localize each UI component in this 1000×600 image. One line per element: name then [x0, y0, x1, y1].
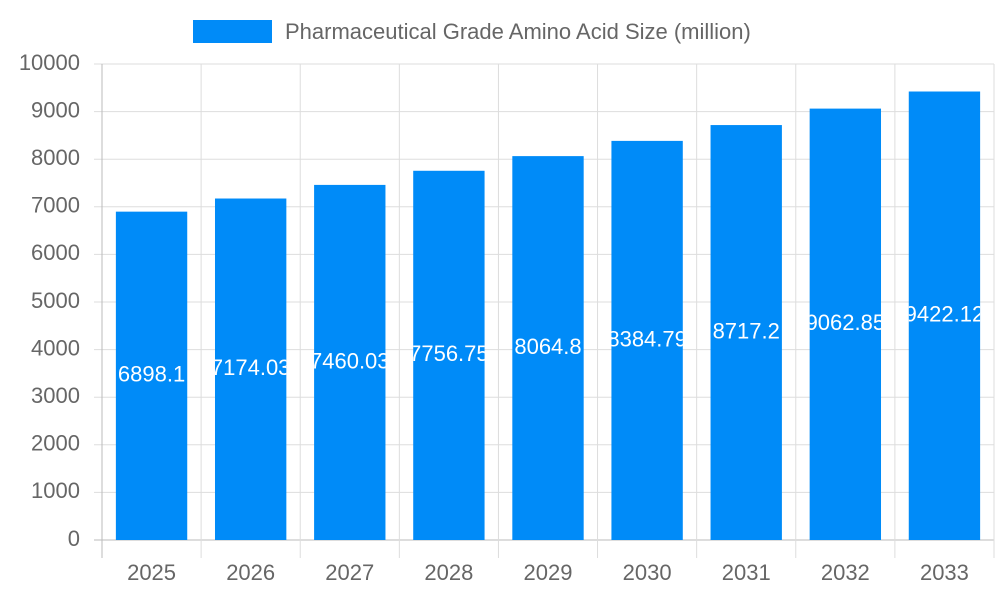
x-tick-label: 2031 [722, 560, 771, 585]
bar [115, 211, 188, 540]
x-tick-label: 2032 [821, 560, 870, 585]
y-tick-label: 0 [68, 526, 80, 551]
x-tick-label: 2026 [226, 560, 275, 585]
bar [214, 198, 287, 540]
y-tick-label: 10000 [19, 50, 80, 75]
y-tick-label: 6000 [31, 240, 80, 265]
y-tick-label: 2000 [31, 431, 80, 456]
data-label: 7460.03 [310, 348, 390, 373]
data-label: 8717.2 [713, 318, 780, 343]
data-label: 7756.75 [409, 341, 489, 366]
y-tick-label: 8000 [31, 145, 80, 170]
y-tick-label: 3000 [31, 383, 80, 408]
x-tick-label: 2025 [127, 560, 176, 585]
x-tick-label: 2030 [623, 560, 672, 585]
y-tick-label: 9000 [31, 97, 80, 122]
bar [710, 125, 782, 540]
legend-swatch [193, 20, 272, 43]
legend-label: Pharmaceutical Grade Amino Acid Size (mi… [285, 19, 751, 44]
data-label: 9062.85 [806, 310, 886, 335]
y-tick-label: 5000 [31, 288, 80, 313]
bar [413, 170, 485, 541]
data-label: 9422.12 [905, 302, 985, 327]
x-tick-label: 2029 [524, 560, 573, 585]
y-tick-label: 1000 [31, 478, 80, 503]
data-label: 8064.8 [514, 334, 581, 359]
x-tick-label: 2033 [920, 560, 969, 585]
data-label: 7174.03 [211, 355, 291, 380]
bar [809, 108, 882, 540]
data-label: 8384.79 [607, 326, 687, 351]
bar [314, 184, 386, 540]
y-tick-label: 4000 [31, 335, 80, 360]
x-tick-label: 2027 [325, 560, 374, 585]
bar [908, 91, 981, 541]
bar [611, 140, 683, 540]
x-tick-label: 2028 [424, 560, 473, 585]
data-label: 6898.1 [118, 362, 185, 387]
bar [512, 156, 584, 540]
y-tick-label: 7000 [31, 193, 80, 218]
